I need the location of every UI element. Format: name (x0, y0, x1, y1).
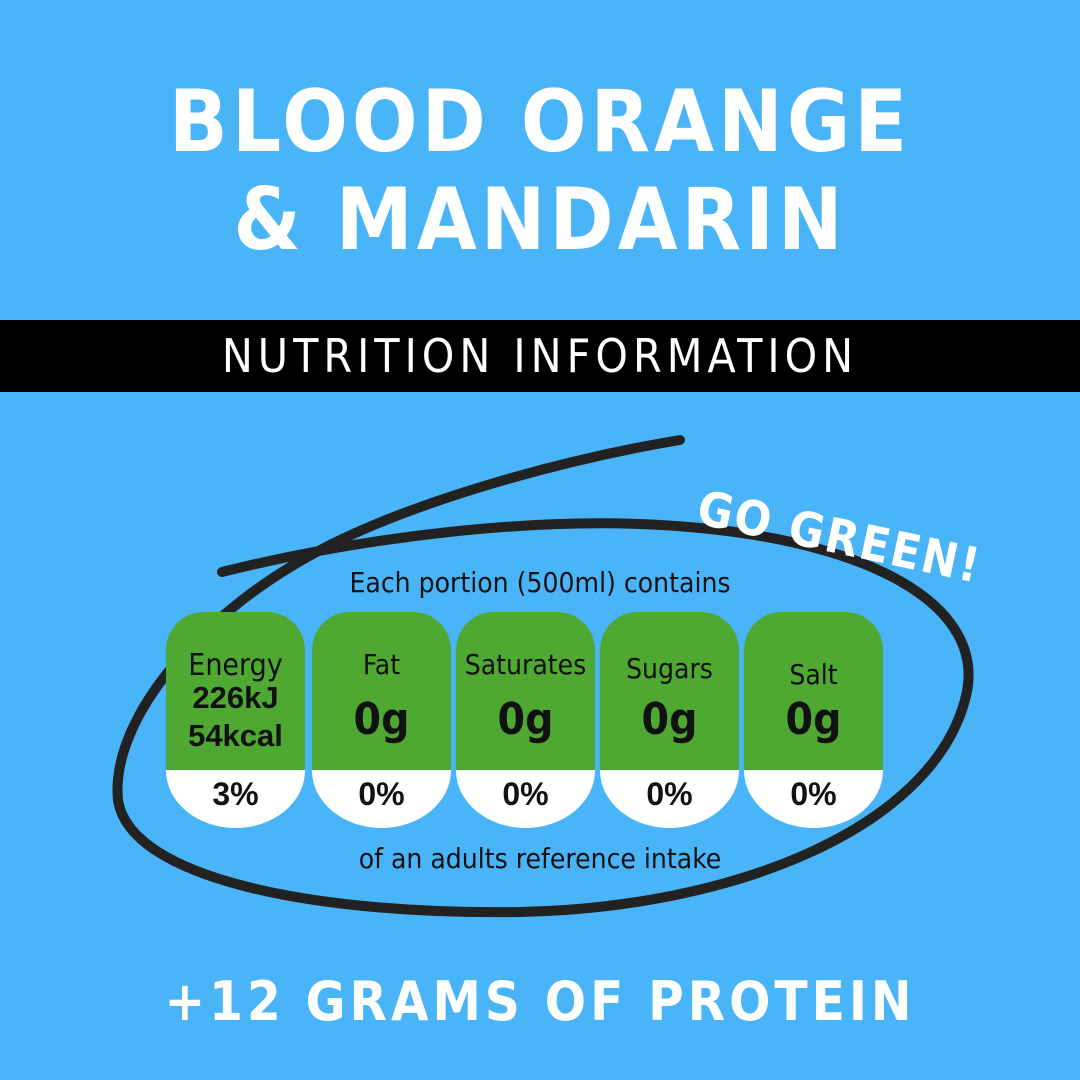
nutrient-value-kcal: 54kcal (188, 718, 283, 753)
product-title-line1: BLOOD ORANGE (168, 72, 912, 172)
card-green-top (166, 612, 305, 770)
nutrient-value: 0g (353, 694, 410, 745)
nutrient-percent: 0% (646, 776, 693, 812)
nutrient-label: Sugars (626, 652, 713, 685)
nutrient-value: 0g (785, 694, 842, 745)
nutrient-label: Energy (188, 648, 283, 683)
nutrient-label: Fat (362, 648, 401, 681)
card-green-top (600, 612, 739, 770)
nutrient-percent: 0% (358, 776, 405, 812)
nutrient-card-saturates: Saturates 0g 0% (456, 612, 595, 828)
card-green-top (312, 612, 451, 770)
nutrient-card-energy: Energy 226kJ 54kcal 3% (166, 612, 305, 828)
intake-caption: of an adults reference intake (358, 842, 722, 875)
nutrient-card-sugars: Sugars 0g 0% (600, 612, 739, 828)
product-title-line2: & MANDARIN (233, 170, 847, 270)
nutrient-value: 0g (641, 694, 698, 745)
nutrient-value-kj: 226kJ (192, 680, 279, 715)
nutrient-percent: 3% (212, 776, 259, 812)
nutrient-percent: 0% (790, 776, 837, 812)
nutrient-percent: 0% (502, 776, 549, 812)
card-green-top (744, 612, 883, 770)
nutrient-label: Saturates (464, 648, 587, 681)
protein-callout: +12 GRAMS OF PROTEIN (164, 970, 916, 1033)
nutrient-label: Salt (789, 658, 838, 691)
nutrition-banner-text: NUTRITION INFORMATION (221, 329, 859, 383)
card-green-top (456, 612, 595, 770)
nutrient-card-fat: Fat 0g 0% (312, 612, 451, 828)
portion-caption: Each portion (500ml) contains (349, 566, 731, 599)
nutrient-value: 0g (497, 694, 554, 745)
nutrient-card-salt: Salt 0g 0% (744, 612, 883, 828)
nutrition-banner: NUTRITION INFORMATION (0, 320, 1080, 392)
